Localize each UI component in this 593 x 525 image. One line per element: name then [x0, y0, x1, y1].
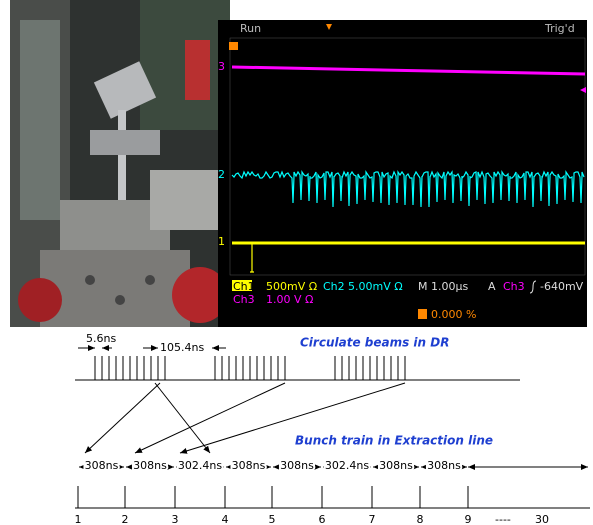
bunch-number: 9: [465, 513, 472, 525]
interval-label: 302.4ns: [178, 459, 222, 472]
interval-label: 302.4ns: [325, 459, 369, 472]
bunch-number: 1: [75, 513, 82, 525]
interval-label: 308ns: [280, 459, 314, 472]
ellipsis: ----: [495, 513, 511, 525]
readout: 5.00mV Ω: [348, 280, 403, 293]
readout: A: [488, 280, 496, 293]
ch3-marker: 3: [218, 60, 225, 73]
readout: -640mV: [540, 280, 584, 293]
timing-diagram: 5.6ns 105.4ns Circulate beams in DR Bunc…: [75, 332, 591, 525]
status: Run: [240, 22, 261, 35]
interval-label: 308ns: [232, 459, 266, 472]
readout: Ch2: [323, 280, 345, 293]
diagram-label: Circulate beams in DR: [300, 336, 449, 350]
bunch-number: 2: [122, 513, 129, 525]
bunch-number: 6: [319, 513, 326, 525]
interval-label: 308ns: [133, 459, 167, 472]
bunch-number: 4: [222, 513, 229, 525]
bunch-number: 8: [417, 513, 424, 525]
ch2-marker: 2: [218, 168, 225, 181]
figure: Run Trig'd 3 2 1 Ch1 500mV Ω Ch2 5.00mV …: [0, 0, 593, 525]
readout: Ch3: [233, 293, 255, 306]
readout: Ch3: [503, 280, 525, 293]
bunch-number: 3: [172, 513, 179, 525]
readout: 1.00 V Ω: [266, 293, 313, 306]
interval-label: 308ns: [427, 459, 461, 472]
spacing-label: 105.4ns: [160, 341, 204, 354]
bunch-number: 7: [369, 513, 376, 525]
position: 0.000 %: [431, 308, 476, 321]
bunch-number: 30: [535, 513, 549, 525]
readout: M 1.00µs: [418, 280, 468, 293]
interval-label: 308ns: [379, 459, 413, 472]
readout: Ch1: [233, 280, 255, 293]
ch1-marker: 1: [218, 235, 225, 248]
trigger-status: Trig'd: [544, 22, 575, 35]
diagram-label: Bunch train in Extraction line: [295, 434, 493, 448]
spacing-label: 5.6ns: [86, 332, 116, 345]
readout: 500mV Ω: [266, 280, 317, 293]
interval-label: 308ns: [85, 459, 119, 472]
oscilloscope: Run Trig'd 3 2 1 Ch1 500mV Ω Ch2 5.00mV …: [218, 20, 587, 327]
photo: [10, 0, 230, 327]
bunch-number: 5: [269, 513, 276, 525]
